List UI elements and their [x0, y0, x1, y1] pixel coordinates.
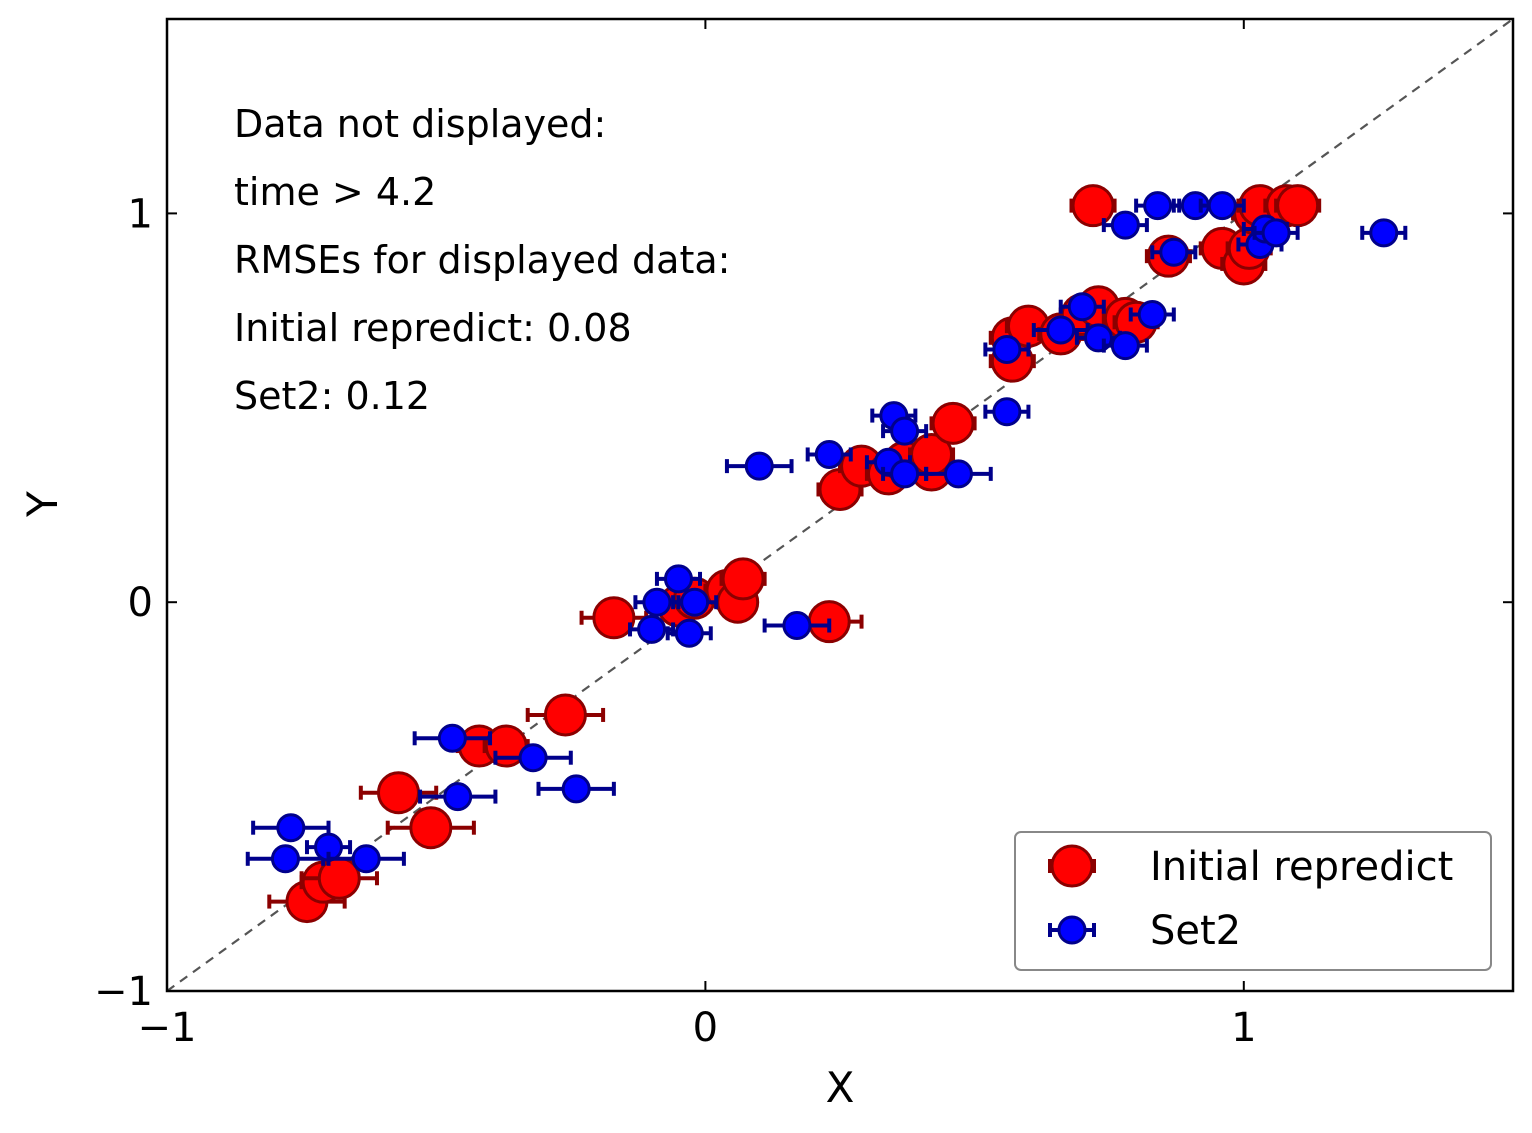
series-set2	[245, 191, 1408, 874]
legend: Initial repredict Set2	[1014, 831, 1492, 971]
data-point	[1071, 184, 1115, 228]
x-tick-label: 1	[1231, 1005, 1256, 1051]
y-tick-label: 1	[128, 191, 153, 237]
data-point	[592, 596, 636, 640]
data-point	[992, 334, 1022, 364]
data-point	[1067, 292, 1097, 322]
annotation-line-5: Set2: 0.12	[234, 374, 430, 418]
data-point	[642, 587, 672, 617]
y-axis-label: Y	[18, 491, 67, 518]
data-point	[782, 611, 812, 641]
data-point	[1261, 218, 1291, 248]
legend-marker	[1057, 915, 1087, 945]
legend-markers	[1048, 844, 1096, 945]
annotation-line-1: Data not displayed:	[234, 102, 606, 146]
legend-marker	[1050, 844, 1094, 888]
y-tick-label: −1	[94, 969, 153, 1015]
data-point	[943, 459, 973, 489]
data-point	[437, 723, 467, 753]
legend-label-initial-repredict: Initial repredict	[1150, 844, 1453, 890]
data-point	[992, 397, 1022, 427]
data-point	[377, 771, 421, 815]
annotation-line-4: Initial repredict: 0.08	[234, 306, 632, 350]
data-point	[680, 587, 710, 617]
plot-frame	[165, 17, 1515, 993]
data-point	[561, 774, 591, 804]
data-point	[814, 439, 844, 469]
data-point	[1159, 237, 1189, 267]
data-point	[890, 459, 920, 489]
data-point	[931, 401, 975, 445]
legend-box	[1014, 831, 1492, 971]
data-point	[543, 693, 587, 737]
data-point	[744, 451, 774, 481]
x-axis-label: X	[826, 1063, 855, 1112]
data-point	[890, 416, 920, 446]
data-point	[518, 743, 548, 773]
plot-content	[166, 18, 1514, 992]
data-point	[663, 564, 693, 594]
data-point	[1207, 191, 1237, 221]
annotation-block: Data not displayed: time > 4.2 RMSEs for…	[234, 102, 730, 418]
legend-label-set2: Set2	[1150, 908, 1241, 954]
annotation-line-2: time > 4.2	[234, 170, 436, 214]
data-point	[637, 614, 667, 644]
x-tick-label: −1	[138, 1005, 197, 1051]
data-point	[1143, 191, 1173, 221]
data-point	[1369, 218, 1399, 248]
data-point	[674, 618, 704, 648]
data-point	[276, 813, 306, 843]
data-point	[270, 844, 300, 874]
data-point	[443, 782, 473, 812]
data-point	[1137, 299, 1167, 329]
data-point	[409, 806, 453, 850]
data-point	[351, 844, 381, 874]
annotation-line-3: RMSEs for displayed data:	[234, 238, 730, 282]
data-point	[1276, 184, 1320, 228]
x-tick-label: 0	[693, 1005, 718, 1051]
data-point	[721, 557, 765, 601]
data-point	[1110, 210, 1140, 240]
y-tick-label: 0	[128, 580, 153, 626]
data-point	[1110, 331, 1140, 361]
axis-ticks: −1 0 1 −1 0 1	[94, 19, 1513, 1051]
data-point	[1046, 315, 1076, 345]
